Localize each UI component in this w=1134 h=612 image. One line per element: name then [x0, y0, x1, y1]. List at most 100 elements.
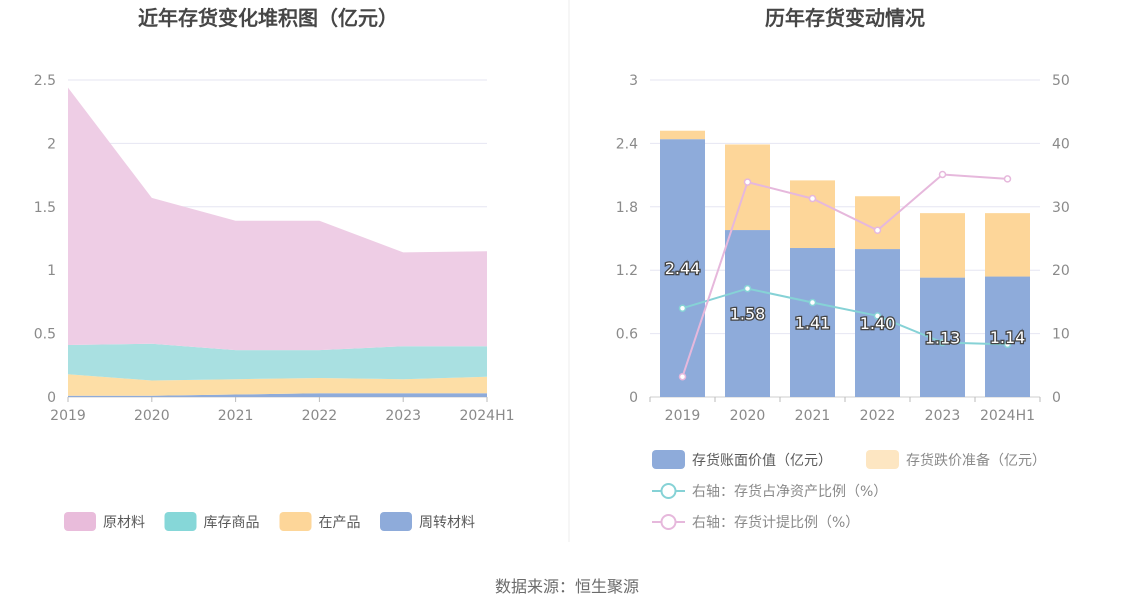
area-series-在产品: [68, 374, 487, 396]
bar-data-label: 1.58: [730, 305, 766, 324]
left-x-tick-label: 2021: [218, 408, 254, 424]
left-chart-x-axis: 2019 2020 2021 2022 2023 2024H1: [50, 397, 515, 424]
right-chart-lines: [678, 170, 1012, 381]
right-right-y-tick-label: 50: [1052, 73, 1070, 89]
left-chart-legend: 原材料 库存商品 在产品 周转材料: [64, 512, 475, 531]
left-y-tick-label: 2: [47, 136, 56, 152]
right-right-y-tick-label: 20: [1052, 263, 1070, 279]
inventory-stacked-area-chart: 近年存货变化堆积图（亿元） 00.511.522.5 2019 2020 2021 2…: [34, 6, 515, 531]
left-x-tick-label: 2024H1: [459, 408, 514, 424]
left-legend-swatch: [380, 512, 412, 531]
right-legend-item[interactable]: 存货账面价值（亿元）: [652, 450, 832, 469]
right-left-y-tick-label: 0: [629, 390, 638, 406]
left-x-tick-label: 2020: [134, 408, 170, 424]
right-left-y-tick-label: 1.8: [616, 200, 638, 216]
right-right-y-tick-label: 30: [1052, 200, 1070, 216]
point-inventory-to-net-assets: [678, 304, 687, 312]
left-y-tick-label: 0: [47, 390, 56, 406]
left-legend-label: 周转材料: [419, 515, 475, 531]
bar-data-label: 1.14: [990, 328, 1026, 347]
left-legend-item[interactable]: 原材料: [64, 512, 145, 531]
point-impairment-ratio: [808, 194, 817, 203]
point-impairment-ratio: [743, 178, 752, 186]
right-right-y-tick-label: 10: [1052, 327, 1070, 343]
area-series-库存商品: [68, 343, 487, 381]
right-chart-x-axis: 2019 2020 2021 2022 2023 2024H1: [649, 397, 1041, 424]
right-legend-item[interactable]: 右轴：存货计提比例（%）: [652, 514, 859, 531]
right-chart-legend: 存货账面价值（亿元） 存货跌价准备（亿元） 右轴：存货占净资产比例（%） 右轴：存货计…: [652, 450, 1046, 531]
bar-book-value: [660, 139, 705, 397]
bar-impairment-reserve: [920, 213, 965, 278]
right-legend-label: 右轴：存货计提比例（%）: [692, 514, 859, 531]
right-left-y-tick-label: 0.6: [616, 327, 638, 343]
right-right-y-tick-label: 40: [1052, 136, 1070, 152]
point-impairment-ratio: [678, 372, 687, 381]
right-left-y-tick-label: 2.4: [616, 136, 638, 152]
right-x-tick-label: 2020: [730, 408, 766, 424]
line-impairment-ratio: [681, 173, 1008, 378]
point-inventory-to-net-assets: [1003, 340, 1012, 349]
left-legend-label: 库存商品: [204, 515, 260, 531]
bar-data-label: 2.44: [665, 259, 701, 278]
inventory-change-bar-chart: 历年存货变动情况 2.44 1.58 1.41 1.40 1.13 1.14 0 0.6 1.…: [616, 6, 1070, 531]
area-series-周转材料: [68, 393, 487, 397]
left-chart-areas: [68, 87, 487, 397]
bar-book-value: [725, 230, 770, 397]
right-left-y-tick-label: 3: [629, 73, 638, 89]
point-inventory-to-net-assets: [808, 298, 817, 307]
line-inventory-to-net-assets: [682, 287, 1008, 346]
left-legend-item[interactable]: 周转材料: [380, 512, 475, 531]
left-chart-title: 近年存货变化堆积图（亿元）: [138, 6, 398, 30]
right-x-tick-label: 2024H1: [980, 408, 1035, 424]
right-chart-bars: [660, 130, 1030, 397]
left-x-tick-label: 2022: [302, 408, 338, 424]
bar-book-value: [985, 276, 1030, 397]
right-x-tick-label: 2023: [925, 408, 961, 424]
right-x-tick-label: 2022: [860, 408, 896, 424]
left-legend-label: 在产品: [319, 515, 361, 531]
left-x-tick-label: 2019: [50, 408, 86, 424]
right-legend-label: 存货跌价准备（亿元）: [906, 452, 1046, 469]
right-legend-marker: [660, 514, 677, 530]
bar-impairment-reserve: [985, 213, 1030, 277]
left-legend-item[interactable]: 在产品: [279, 512, 361, 531]
left-y-tick-label: 1.5: [34, 200, 56, 216]
point-impairment-ratio: [1003, 175, 1012, 183]
bar-data-label: 1.41: [795, 314, 831, 333]
right-legend-item[interactable]: 右轴：存货占净资产比例（%）: [652, 483, 887, 500]
point-impairment-ratio: [873, 226, 882, 235]
right-legend-swatch: [652, 450, 685, 469]
right-x-tick-label: 2021: [795, 408, 831, 424]
left-x-tick-label: 2023: [385, 408, 421, 424]
bar-book-value: [790, 248, 835, 397]
right-legend-item[interactable]: 存货跌价准备（亿元）: [866, 450, 1046, 469]
bar-data-label: 1.40: [860, 314, 896, 333]
right-x-tick-label: 2019: [665, 408, 701, 424]
right-chart-title: 历年存货变动情况: [765, 6, 925, 30]
area-series-原材料: [68, 87, 487, 351]
bar-data-label: 1.13: [925, 328, 961, 347]
left-legend-item[interactable]: 库存商品: [164, 512, 260, 531]
right-legend-swatch: [866, 450, 899, 469]
bar-impairment-reserve: [790, 180, 835, 249]
left-legend-label: 原材料: [103, 515, 145, 531]
point-impairment-ratio: [938, 170, 947, 179]
right-legend-label: 存货账面价值（亿元）: [692, 452, 832, 469]
right-left-y-tick-label: 1.2: [616, 263, 638, 279]
left-y-tick-label: 0.5: [34, 327, 56, 343]
right-chart-data-labels: 2.44 1.58 1.41 1.40 1.13 1.14: [663, 258, 1026, 349]
left-legend-swatch: [279, 512, 312, 531]
bar-impairment-reserve: [660, 130, 705, 140]
right-legend-label: 右轴：存货占净资产比例（%）: [692, 483, 887, 500]
left-y-tick-label: 1: [47, 263, 56, 279]
right-legend-marker: [660, 483, 677, 499]
bar-impairment-reserve: [725, 144, 770, 231]
right-right-y-tick-label: 0: [1052, 390, 1061, 406]
left-legend-swatch: [64, 512, 96, 531]
right-chart-right-y-axis: 0 10 20 30 40 50: [1052, 73, 1070, 406]
right-chart-left-y-axis: 0 0.6 1.2 1.8 2.4 3: [616, 73, 638, 406]
left-y-tick-label: 2.5: [34, 73, 56, 89]
point-inventory-to-net-assets: [938, 338, 947, 347]
point-inventory-to-net-assets: [873, 312, 882, 320]
